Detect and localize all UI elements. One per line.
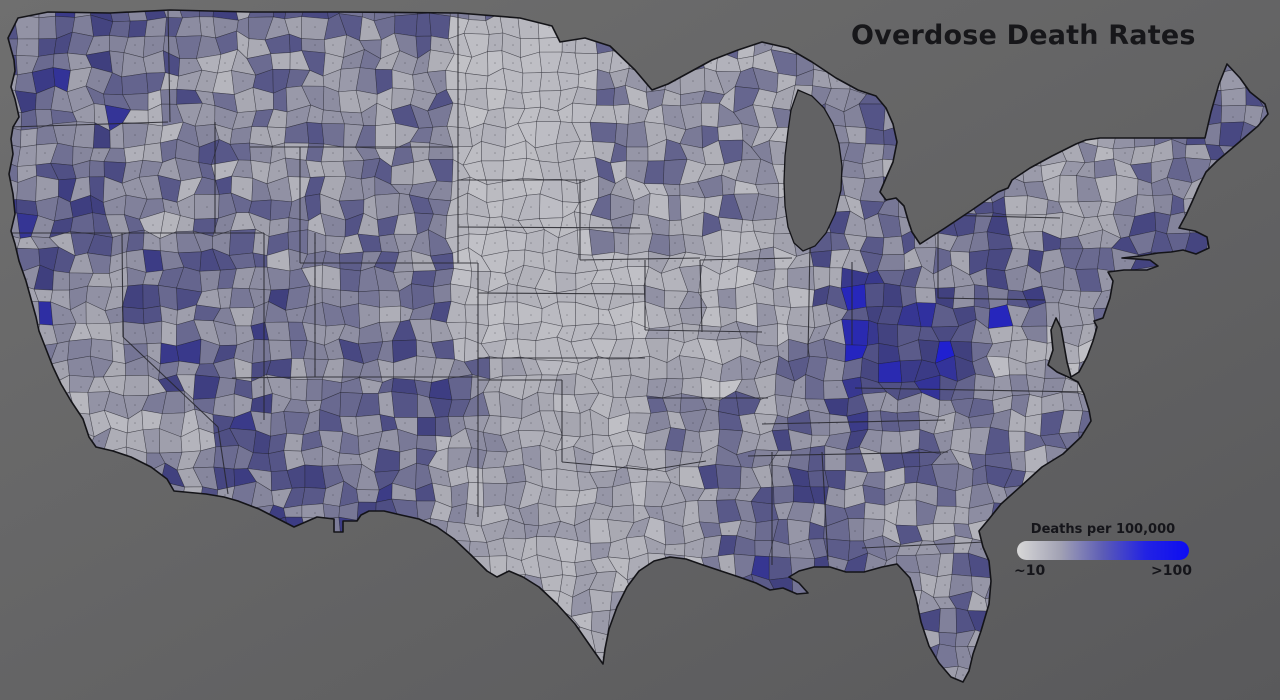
lake-michigan	[783, 89, 843, 252]
legend: Deaths per 100,000 ~10 >100	[1012, 522, 1194, 579]
legend-labels: ~10 >100	[1012, 563, 1194, 579]
legend-max-label: >100	[1151, 563, 1192, 579]
legend-min-label: ~10	[1014, 563, 1046, 579]
state-borders	[8, 10, 1089, 565]
us-coastline-outline	[7, 9, 1269, 683]
page-title: Overdose Death Rates	[851, 20, 1196, 51]
legend-gradient-bar	[1017, 541, 1189, 560]
legend-title: Deaths per 100,000	[1030, 522, 1176, 537]
